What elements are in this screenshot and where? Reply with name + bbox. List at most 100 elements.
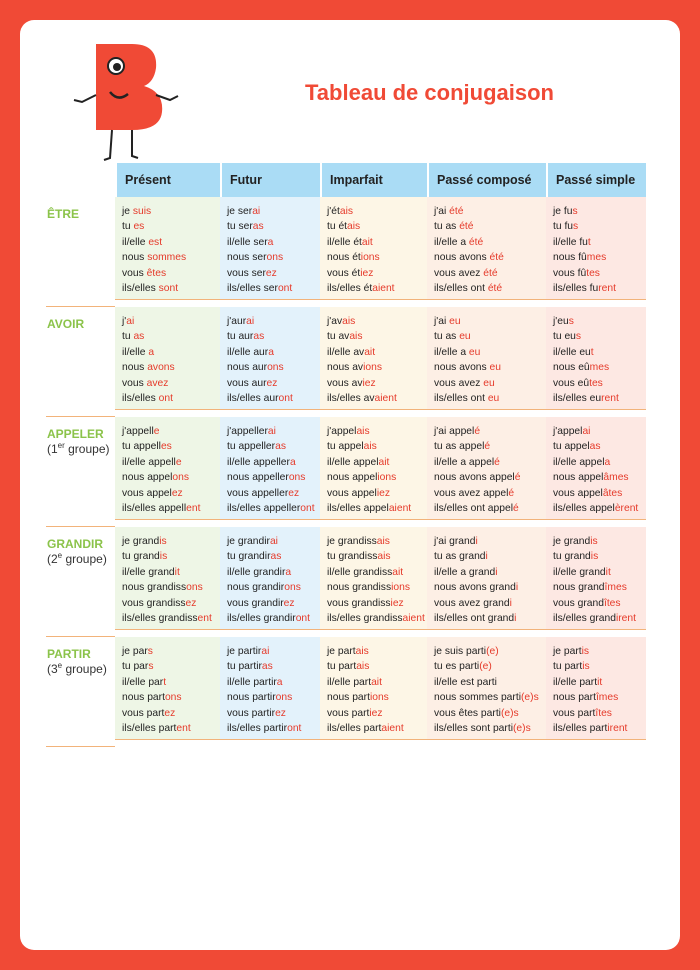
conjugation-line: tu as appelé (434, 439, 546, 454)
conjugation-line: il/elle est parti (434, 675, 546, 690)
stem: vous av (327, 377, 363, 389)
conjugation-line: nous étions (327, 250, 427, 265)
ending: é (484, 441, 491, 453)
ending: (e)s (500, 707, 519, 719)
stem: ils/elles grandir (227, 613, 296, 625)
ending: t (163, 676, 167, 688)
stem: tu part (327, 661, 357, 673)
conjugation-cell: je suis tu es il/elle est nous sommes vous ê… (115, 197, 220, 300)
conjugation-line: vous aurez (227, 376, 320, 391)
conjugation-cell: je serai tu seras il/elle sera nous serons v… (220, 197, 320, 300)
conjugation-cell: j'appellerai tu appelleras il/elle appelle… (220, 417, 320, 520)
conjugation-line: il/elle partit (553, 675, 646, 690)
conjugation-line: ils/elles ont eu (434, 391, 546, 406)
conjugation-line: il/elle appellera (227, 455, 320, 470)
stem: tu partir (227, 661, 262, 673)
conjugation-line: j'appelais (327, 424, 427, 439)
conjugation-cell: j'appelai tu appelas il/elle appela nous ap… (546, 417, 646, 520)
ending: ez (164, 707, 176, 719)
ending: i (485, 551, 488, 563)
conjugation-line: vous fûtes (553, 266, 646, 281)
ending: é (494, 456, 500, 468)
stem: je grand (553, 536, 591, 547)
conjugation-line: ils/elles appelèrent (553, 501, 646, 516)
column-header: Futur (220, 163, 320, 197)
ending: ont (287, 723, 302, 735)
ending: (e)s (512, 723, 531, 735)
conjugation-line: vous serez (227, 266, 320, 281)
ending: a (268, 346, 274, 358)
stem: je par (122, 646, 148, 657)
conjugation-line: je partis (553, 644, 646, 659)
ending: is (159, 551, 168, 563)
stem: vous grand (553, 597, 604, 609)
ending: is (159, 536, 167, 547)
ending: s (147, 646, 153, 657)
stem: vous appeller (227, 487, 289, 499)
ending: èrent (614, 503, 639, 515)
ending: a (289, 456, 296, 468)
verb: GRANDIR (47, 537, 103, 551)
ending: rent (601, 393, 619, 405)
stem: j'appeller (227, 426, 268, 437)
stem: tu as grand (434, 551, 486, 563)
ending: ent (197, 613, 212, 625)
group-sup: er (57, 441, 65, 450)
stem: je suis parti (434, 646, 487, 657)
conjugation-line: il/elle appela (553, 455, 646, 470)
stem: il/elle ser (227, 236, 268, 248)
stem: il/elle grandir (227, 566, 286, 578)
conjugation-line: nous appelions (327, 470, 427, 485)
ending: a (148, 346, 155, 358)
ending: ez (275, 707, 286, 719)
conjugation-line: ils/elles grandiront (227, 611, 320, 626)
conjugation-line: j'eus (553, 314, 646, 329)
conjugation-cell: j'ai appelé tu as appelé il/elle a appelé n… (427, 417, 546, 520)
stem: il/elle appell (122, 456, 176, 468)
stem: nous grand (553, 582, 605, 594)
column-header: Passé simple (546, 163, 646, 197)
conjugation-line: je grandis (122, 534, 220, 549)
stem: ils/elles part (122, 723, 177, 735)
conjugation-line: nous avons été (434, 250, 546, 265)
ending: iez (360, 267, 374, 279)
conjugation-line: nous grandîmes (553, 580, 646, 595)
ending: s (575, 331, 582, 343)
conjugation-line: il/elle aura (227, 345, 320, 360)
ending: e (175, 456, 182, 468)
ending: irent (615, 613, 636, 625)
stem: il/elle appel (327, 456, 379, 468)
stem: j' (122, 316, 127, 327)
conjugation-line: je serai (227, 204, 320, 219)
conjugation-line: nous avons grandi (434, 580, 546, 595)
stem: vous grandir (227, 597, 284, 609)
stem: ils/elles appel (553, 503, 615, 515)
conjugation-line: vous avez eu (434, 376, 546, 391)
stem: il/elle appeller (227, 456, 290, 468)
stem: nous ét (327, 252, 361, 264)
ending: eu (483, 377, 495, 389)
verb: PARTIR (47, 647, 91, 661)
conjugation-line: je grandis (553, 534, 646, 549)
conjugation-cell: j'ai grandi tu as grandi il/elle a grandi n… (427, 527, 546, 630)
stem: tu appeller (227, 441, 276, 453)
stem: ils/elles aur (227, 393, 279, 405)
ending: it (597, 676, 603, 688)
stem: nous appeller (227, 472, 289, 484)
conjugation-line: tu eus (553, 329, 646, 344)
stem: il/elle grand (553, 566, 606, 578)
ending: aient (372, 283, 395, 295)
stem: tu grandir (227, 551, 271, 563)
stem: il/elle grandiss (327, 566, 393, 578)
ending: eu (468, 346, 481, 358)
stem: nous fû (553, 252, 587, 264)
ending: t (587, 236, 591, 248)
stem: nous grandiss (327, 582, 392, 594)
conjugation-cell: je fus tu fus il/elle fut nous fûmes vous fû… (546, 197, 646, 300)
ending: tes (589, 377, 603, 389)
stem: tu grand (122, 551, 160, 563)
ending: s (568, 316, 574, 327)
ending: aient (374, 393, 397, 405)
conjugation-line: il/elle a (122, 345, 220, 360)
ending: rent (598, 283, 616, 295)
